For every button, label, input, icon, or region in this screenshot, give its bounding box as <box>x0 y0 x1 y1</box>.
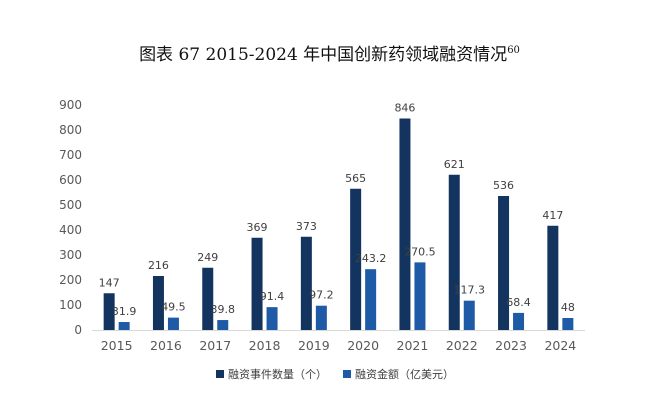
x-tick-label: 2021 <box>397 338 429 353</box>
y-tick-label: 900 <box>59 98 82 112</box>
x-tick-label: 2017 <box>199 338 231 353</box>
data-label-amount: 91.4 <box>260 290 285 303</box>
y-tick-label: 400 <box>59 223 82 237</box>
data-label-event-count: 216 <box>148 259 169 272</box>
data-label-event-count: 621 <box>444 158 465 171</box>
bar-amount <box>562 318 574 330</box>
y-tick-label: 100 <box>59 298 82 312</box>
data-label-event-count: 846 <box>394 102 415 115</box>
data-label-amount: 243.2 <box>355 252 387 265</box>
x-tick-label: 2015 <box>101 338 133 353</box>
data-label-event-count: 369 <box>247 221 268 234</box>
bar-amount <box>266 307 278 330</box>
bar-event-count <box>498 196 510 330</box>
bar-amount <box>118 322 130 330</box>
data-label-amount: 48 <box>561 301 575 314</box>
bar-event-count <box>152 276 164 330</box>
x-tick-label: 2019 <box>298 338 330 353</box>
data-label-event-count: 373 <box>296 220 317 233</box>
y-tick-label: 200 <box>59 273 82 287</box>
bar-amount <box>315 305 327 330</box>
data-label-event-count: 417 <box>542 209 563 222</box>
data-label-amount: 31.9 <box>112 305 137 318</box>
x-tick-label: 2022 <box>446 338 478 353</box>
y-tick-label: 300 <box>59 248 82 262</box>
y-tick-label: 500 <box>59 198 82 212</box>
x-tick-label: 2024 <box>544 338 576 353</box>
x-tick-label: 2016 <box>150 338 182 353</box>
footnote-marker: 60 <box>507 45 520 56</box>
data-label-event-count: 536 <box>493 179 514 192</box>
bar-event-count <box>251 237 263 330</box>
x-tick-label: 2023 <box>495 338 527 353</box>
data-label-amount: 68.4 <box>506 296 531 309</box>
x-tick-label: 2020 <box>347 338 379 353</box>
bar-amount <box>414 262 426 330</box>
data-label-event-count: 249 <box>197 251 218 264</box>
y-tick-label: 800 <box>59 123 82 137</box>
data-label-event-count: 147 <box>99 276 120 289</box>
bar-amount <box>463 300 475 330</box>
bar-event-count <box>399 118 411 330</box>
bar-event-count <box>202 267 214 330</box>
data-label-event-count: 565 <box>345 172 366 185</box>
legend-swatch <box>343 370 351 378</box>
x-tick-label: 2018 <box>249 338 281 353</box>
y-tick-label: 0 <box>74 323 82 337</box>
data-label-amount: 270.5 <box>404 245 436 258</box>
data-label-amount: 39.8 <box>211 303 236 316</box>
legend-label: 融资事件数量（个） <box>228 368 327 381</box>
chart-title: 图表 67 2015-2024 年中国创新药领域融资情况60 <box>0 40 659 65</box>
chart-title-text: 图表 67 2015-2024 年中国创新药领域融资情况 <box>139 45 508 65</box>
data-label-amount: 97.2 <box>309 289 334 302</box>
bar-event-count <box>103 293 115 330</box>
bar-event-count <box>300 236 312 330</box>
bar-amount <box>167 317 179 330</box>
y-tick-label: 600 <box>59 173 82 187</box>
bar-amount <box>217 320 229 330</box>
legend-swatch <box>216 370 224 378</box>
legend-label: 融资金额（亿美元） <box>355 367 454 381</box>
y-tick-label: 700 <box>59 148 82 162</box>
bar-amount <box>365 269 377 330</box>
bar-amount <box>513 312 525 330</box>
bar-event-count <box>448 174 460 330</box>
bar-event-count <box>350 188 362 330</box>
data-label-amount: 49.5 <box>161 301 186 314</box>
data-label-amount: 117.3 <box>454 284 486 297</box>
bar-event-count <box>547 225 559 330</box>
